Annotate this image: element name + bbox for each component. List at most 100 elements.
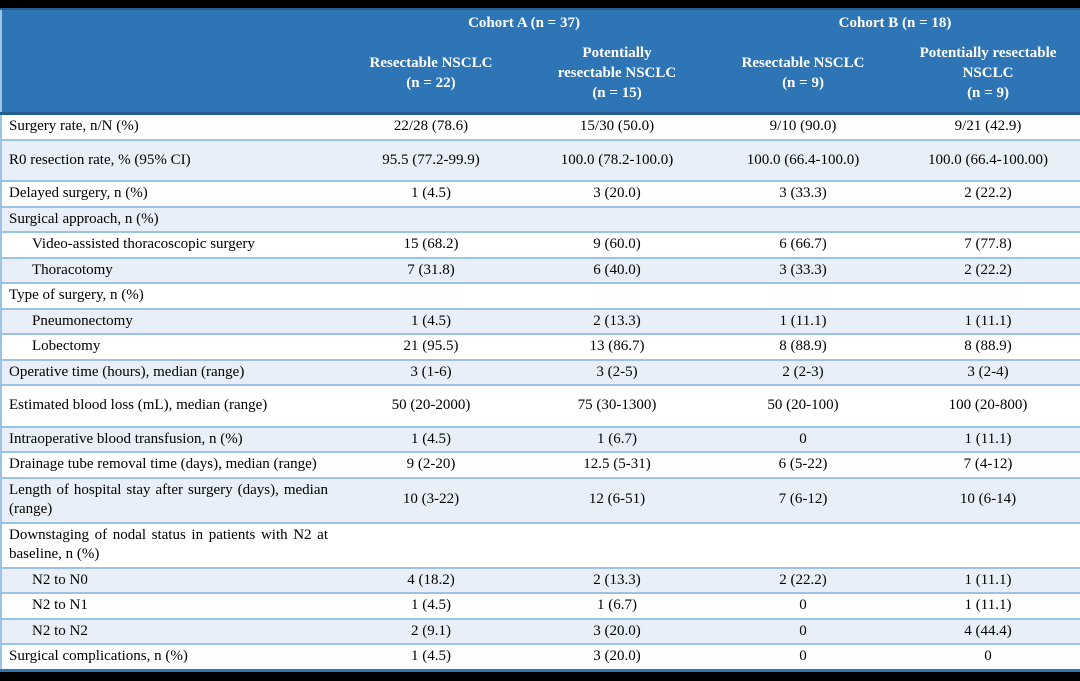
row-label: N2 to N2 (1, 617, 338, 644)
cell-value: 0 (710, 425, 897, 452)
cell-value: 3 (1-6) (338, 358, 524, 385)
cell-value: 0 (710, 592, 897, 619)
cell-value: 7 (4-12) (896, 451, 1080, 478)
column-header: Potentially resectable NSCLC (n = 15) (524, 34, 711, 115)
cell-value: 95.5 (77.2-99.9) (338, 138, 524, 181)
row-label: Type of surgery, n (%) (1, 282, 338, 309)
cell-value (896, 205, 1080, 232)
cell-value: 15/30 (50.0) (579, 118, 655, 134)
cell-value: 100.0 (66.4-100.0) (710, 138, 897, 181)
cell-value: 1 (4.5) (338, 592, 524, 619)
cell-value (338, 205, 524, 232)
cell-value: 7 (77.8) (896, 231, 1080, 258)
cell-value: 21 (95.5) (338, 333, 524, 360)
cell-value: 15 (68.2) (338, 231, 524, 258)
cell-value: 1 (6.7) (524, 425, 711, 452)
cell-value: 7 (6-12) (710, 476, 897, 523)
table-row: Surgical approach, n (%) (1, 205, 1080, 232)
row-label: R0 resection rate, % (95% CI) (1, 138, 338, 181)
cell-value: 8 (88.9) (710, 333, 897, 360)
cell-value: 2 (2-3) (710, 358, 897, 385)
cell-value: 0 (710, 643, 897, 670)
row-label: Pneumonectomy (1, 307, 338, 334)
row-label: Thoracotomy (1, 256, 338, 283)
table-row: N2 to N1 1 (4.5) 1 (6.7) 0 1 (11.1) (1, 592, 1080, 619)
table-row: Intraoperative blood transfusion, n (%) 1… (1, 425, 1080, 452)
cell-value: 9/21 (42.9) (954, 118, 1022, 134)
table-row: Surgical complications, n (%) 1 (4.5) 3 (2… (1, 643, 1080, 670)
cell-value: 1 (11.1) (896, 566, 1080, 593)
cell-value: 3 (2-5) (524, 358, 711, 385)
cell-value: 3 (20.0) (524, 617, 711, 644)
cell-value: 13 (86.7) (524, 333, 711, 360)
cell-value (524, 521, 711, 568)
cell-value: 1 (11.1) (710, 307, 897, 334)
table-row: Video-assisted thoracoscopic surgery 15 (… (1, 231, 1080, 258)
cell-value: 1 (11.1) (896, 307, 1080, 334)
cell-value: 2 (22.2) (896, 256, 1080, 283)
table-row: Operative time (hours), median (range) 3 … (1, 358, 1080, 385)
cell-value: 3 (33.3) (710, 180, 897, 207)
table-row: R0 resection rate, % (95% CI) 95.5 (77.2-… (1, 138, 1080, 181)
cell-value: 1 (11.1) (896, 592, 1080, 619)
cell-value: 2 (9.1) (338, 617, 524, 644)
column-header: Potentially resectable NSCLC (n = 9) (896, 34, 1080, 115)
cell-value: 3 (20.0) (524, 180, 711, 207)
cell-value: 1 (6.7) (524, 592, 711, 619)
row-label: Lobectomy (1, 333, 338, 360)
cell-value: 4 (44.4) (896, 617, 1080, 644)
cell-value: 1 (4.5) (338, 307, 524, 334)
cell-value (338, 282, 524, 309)
table-row: Estimated blood loss (mL), median (range… (1, 384, 1080, 427)
table-row: Drainage tube removal time (days), media… (1, 451, 1080, 478)
cell-value: 9 (2-20) (338, 451, 524, 478)
row-label: N2 to N1 (1, 592, 338, 619)
table-row: N2 to N0 4 (18.2) 2 (13.3) 2 (22.2) 1 (11.1) (1, 566, 1080, 593)
cell-value (710, 282, 897, 309)
cell-value: 0 (710, 617, 897, 644)
cell-value (710, 521, 897, 568)
table-row: Surgery rate, n/N (%) 22/28 (78.6) 15/30 (… (1, 114, 1080, 140)
row-label: Surgical approach, n (%) (1, 205, 338, 232)
cell-value: 2 (13.3) (524, 307, 711, 334)
subgroup-header-row: Resectable NSCLC (n = 22) Potentially res… (1, 34, 1080, 115)
table-header: Cohort A (n = 37) Cohort B (n = 18) Rese… (1, 9, 1080, 115)
table-row: Lobectomy 21 (95.5) 13 (86.7) 8 (88.9) 8 (88… (1, 333, 1080, 360)
row-label: Downstaging of nodal status in patients … (1, 521, 338, 568)
cell-value (710, 205, 897, 232)
cell-value (338, 521, 524, 568)
table-row: Downstaging of nodal status in patients … (1, 521, 1080, 568)
cell-value (896, 521, 1080, 568)
cell-value: 100.0 (66.4-100.00) (896, 138, 1080, 181)
row-label: Length of hospital stay after surgery (d… (1, 476, 338, 523)
cell-value: 3 (20.0) (524, 643, 711, 670)
cell-value (524, 282, 711, 309)
cell-value: 3 (2-4) (896, 358, 1080, 385)
cohort-b-header: Cohort B (n = 18) (710, 9, 1080, 34)
cell-value: 100 (20-800) (896, 384, 1080, 427)
cell-value: 0 (896, 643, 1080, 670)
cohort-a-header: Cohort A (n = 37) (338, 9, 711, 34)
cell-value: 50 (20-2000) (338, 384, 524, 427)
cell-value: 1 (11.1) (896, 425, 1080, 452)
cell-value: 9/10 (90.0) (769, 118, 837, 134)
cell-value: 8 (88.9) (896, 333, 1080, 360)
cell-value: 10 (6-14) (896, 476, 1080, 523)
table-row: Length of hospital stay after surgery (d… (1, 476, 1080, 523)
cell-value: 1 (4.5) (338, 425, 524, 452)
cell-value: 1 (4.5) (338, 643, 524, 670)
cohort-header-row: Cohort A (n = 37) Cohort B (n = 18) (1, 9, 1080, 115)
cell-value: 6 (40.0) (524, 256, 711, 283)
table-body: Surgery rate, n/N (%) 22/28 (78.6) 15/30 (… (1, 114, 1080, 670)
row-label: Surgical complications, n (%) (1, 643, 338, 670)
cell-value: 2 (22.2) (710, 566, 897, 593)
cell-value: 6 (66.7) (710, 231, 897, 258)
cell-value: 7 (31.8) (338, 256, 524, 283)
table-row: N2 to N2 2 (9.1) 3 (20.0) 0 4 (44.4) (1, 617, 1080, 644)
surgical-outcomes-table: Cohort A (n = 37) Cohort B (n = 18) Rese… (0, 8, 1080, 672)
cell-value: 12.5 (5-31) (524, 451, 711, 478)
row-label: Intraoperative blood transfusion, n (%) (1, 425, 338, 452)
table-row: Pneumonectomy 1 (4.5) 2 (13.3) 1 (11.1) 1 (1… (1, 307, 1080, 334)
row-label: N2 to N0 (1, 566, 338, 593)
